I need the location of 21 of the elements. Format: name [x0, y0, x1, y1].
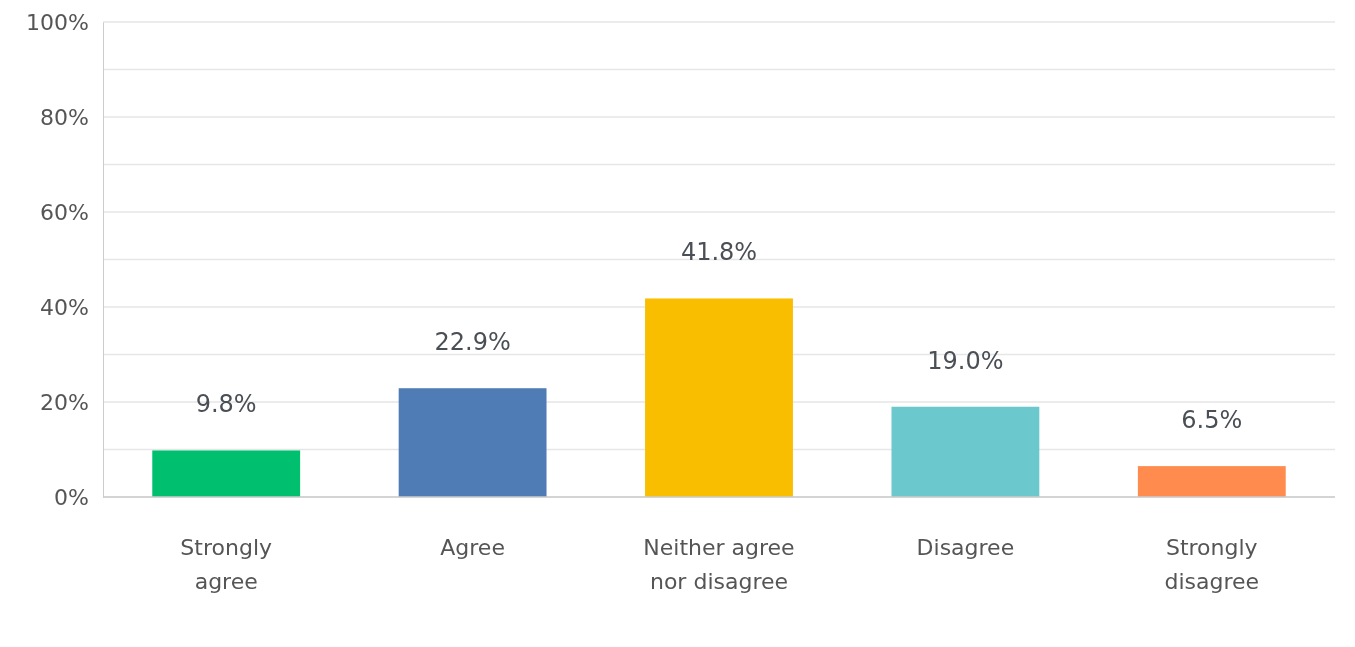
y-tick-label: 60% — [40, 199, 89, 225]
bar — [1137, 466, 1286, 497]
y-tick-label: 80% — [40, 104, 89, 130]
y-tick-label: 20% — [40, 389, 89, 415]
x-tick-label: Neither agree nor disagree — [643, 535, 795, 594]
bar — [152, 450, 301, 497]
x-tick-label: Strongly agree — [180, 535, 273, 594]
x-tick-label: Disagree — [916, 535, 1015, 560]
data-label: 22.9% — [434, 328, 511, 357]
data-label: 19.0% — [927, 346, 1004, 375]
bar — [891, 406, 1040, 497]
x-tick-label: Agree — [440, 535, 505, 560]
bar — [398, 388, 547, 497]
bar — [645, 298, 793, 497]
data-label: 41.8% — [680, 238, 758, 267]
data-label: 6.5% — [1181, 406, 1243, 435]
x-tick-label: Strongly disagree — [1164, 535, 1260, 594]
y-tick-label: 0% — [54, 484, 89, 510]
y-tick-label: 100% — [26, 9, 89, 35]
y-tick-label: 40% — [40, 294, 89, 320]
data-label: 9.8% — [195, 390, 257, 419]
